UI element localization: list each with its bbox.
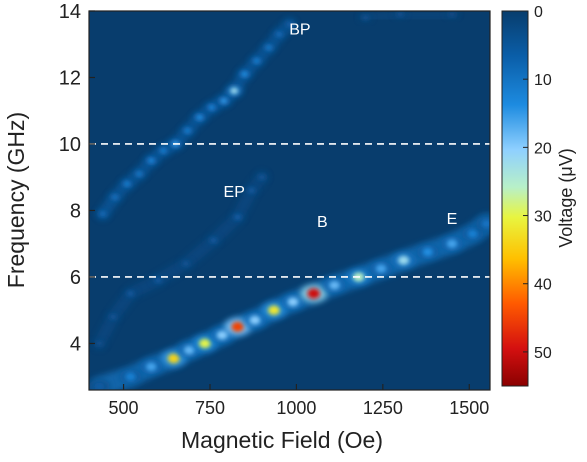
heatmap-peak: [183, 345, 195, 355]
y-tick-label: 10: [59, 134, 81, 156]
colorbar-tick-label: 40: [534, 277, 552, 294]
heatmap-peak: [125, 372, 136, 382]
x-axis-label: Magnetic Field (Oe): [181, 427, 383, 453]
y-tick-label: 8: [70, 200, 81, 222]
heatmap-peak: [275, 31, 283, 37]
heatmap-peak: [422, 247, 434, 257]
heatmap-peak: [99, 211, 107, 217]
heatmap-peak: [159, 147, 167, 154]
heatmap-peak: [231, 321, 244, 332]
x-tick-label: 1000: [276, 398, 316, 418]
heatmap-peak: [127, 291, 134, 297]
x-tick-label: 1250: [363, 398, 403, 418]
heatmap-peak: [375, 264, 387, 274]
branch-ep: [93, 171, 269, 350]
x-tick-label: 1500: [449, 398, 489, 418]
heatmap-peak: [94, 382, 105, 390]
x-axis-ticks: 500 750 1000 1250 1500: [109, 384, 489, 418]
heatmap-peak: [210, 237, 217, 243]
heatmap-peak: [362, 15, 369, 21]
colorbar-tick-label: 10: [534, 72, 552, 89]
heatmap-peak: [287, 297, 299, 307]
plot-frame: [88, 10, 491, 391]
y-tick-label: 4: [70, 333, 81, 355]
heatmap-peak: [268, 305, 280, 315]
heatmap-peak: [397, 11, 404, 17]
heatmap-peak: [123, 181, 131, 187]
branch-e: [89, 213, 490, 390]
heatmap-peak: [110, 314, 117, 320]
y-axis-ticks: 4 6 8 10 12 14: [59, 1, 95, 355]
heatmap-peak: [467, 229, 478, 239]
heatmap-peak: [135, 171, 143, 177]
colorbar-tick-label: 20: [534, 140, 552, 157]
colorbar-label: Voltage (μV): [556, 148, 576, 247]
heatmap-peak: [481, 219, 490, 229]
heatmap-peak: [307, 288, 321, 299]
branch-band: [359, 11, 458, 24]
heatmap-marks: [89, 11, 490, 390]
heatmap-peak: [145, 362, 157, 372]
heatmap-peak: [398, 255, 410, 265]
colorbar-tick-label: 30: [534, 209, 552, 226]
y-tick-label: 14: [59, 1, 81, 23]
heatmap-peak: [446, 239, 458, 249]
branch-bp: [96, 18, 297, 220]
heatmap-peak: [253, 58, 261, 64]
heatmap-peak: [241, 71, 249, 78]
colorbar-tick-label: 0: [534, 4, 543, 21]
heatmap-peak: [184, 127, 191, 134]
heatmap-peak: [328, 280, 340, 290]
plot-background: [89, 11, 490, 390]
heatmap-peak: [230, 87, 239, 95]
x-tick-label: 500: [109, 398, 139, 418]
branch-b: [359, 11, 459, 24]
heatmap-peak: [258, 174, 265, 180]
y-tick-label: 12: [59, 67, 81, 89]
colorbar: [501, 10, 529, 387]
heatmap-peak: [147, 157, 155, 164]
heatmap-peak: [265, 44, 273, 51]
heatmap-peak: [216, 330, 228, 340]
annotation-bp: BP: [289, 21, 310, 38]
heatmap-peak: [220, 97, 228, 104]
annotation-e: E: [447, 211, 458, 228]
heatmap-peak: [449, 11, 455, 17]
heatmap-peak: [182, 261, 189, 267]
heatmap-peak: [196, 114, 204, 121]
heatmap-peak: [248, 188, 255, 194]
heatmap-peak: [96, 341, 103, 346]
reference-lines: [89, 143, 490, 278]
heatmap-peak: [208, 104, 216, 111]
colorbar-tick-label: 50: [534, 345, 552, 362]
heatmap-peak: [286, 21, 293, 27]
heatmap-peak: [167, 353, 180, 364]
heatmap-peak: [111, 194, 119, 200]
y-tick-label: 6: [70, 267, 81, 289]
x-tick-label: 750: [195, 398, 225, 418]
colorbar-ticks: 0 10 20 30 40 50: [523, 4, 552, 362]
heatmap-peak: [199, 338, 211, 349]
heatmap-peak: [249, 315, 261, 325]
annotation-b: B: [317, 214, 328, 231]
heatmap-peak: [155, 277, 162, 283]
y-axis-label: Frequency (GHz): [3, 112, 29, 288]
heatmap-peak: [234, 214, 241, 220]
annotations: BP EP B E: [224, 21, 458, 231]
annotation-ep: EP: [224, 184, 245, 201]
